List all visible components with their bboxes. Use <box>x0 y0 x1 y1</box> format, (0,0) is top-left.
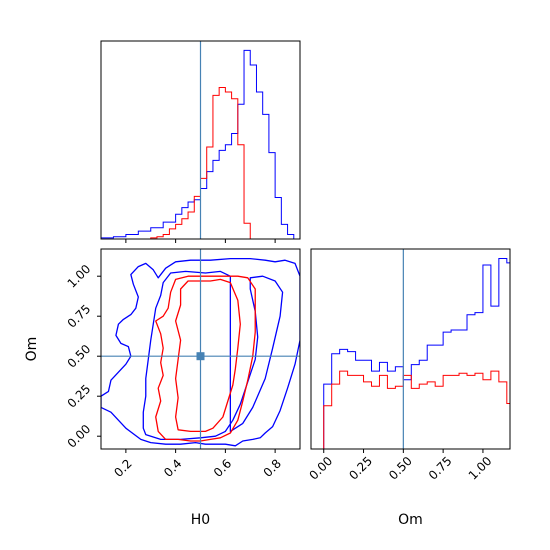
y-tick-label: 0.50 <box>65 342 94 371</box>
contour-series-0-level-1 <box>142 270 284 441</box>
y-axis-label: Om <box>24 337 40 362</box>
x-tick-label: 0.2 <box>111 456 134 479</box>
histogram-om-panel: 0.00 0.25 0.50 0.75 1.00 Om <box>307 248 511 528</box>
x-tick-label: 0.50 <box>386 454 415 483</box>
x-tick-label: 0.75 <box>426 454 455 483</box>
x-axis-label: H0 <box>191 512 210 528</box>
contour-series-1-level-1 <box>174 278 241 433</box>
histogram-om-series-0 <box>311 258 510 449</box>
axes-frame <box>100 40 301 240</box>
contour-data <box>101 257 300 447</box>
x-tick-label: 0.6 <box>211 456 234 479</box>
histogram-om-data <box>311 258 510 449</box>
contour-series-1-level-0 <box>155 275 256 442</box>
x-tick-label: 1.00 <box>466 454 495 483</box>
x-axis-label: Om <box>398 512 423 528</box>
x-tick-label: 0.25 <box>346 454 375 483</box>
truth-marker <box>196 352 205 361</box>
y-tick-label: 1.00 <box>65 262 94 291</box>
histogram-h0-panel <box>100 40 301 243</box>
y-tick-label: 0.00 <box>65 422 94 451</box>
axes-frame <box>310 248 511 450</box>
x-tick-label: 0.8 <box>261 456 284 479</box>
x-tick-label: 0.00 <box>307 454 336 483</box>
contour-series-0-level-0 <box>101 257 300 447</box>
histogram-om-series-1 <box>311 370 510 449</box>
contour-h0-om-panel: 0.2 0.4 0.6 0.8 0.00 0.25 0.50 0.75 1.00 H0 Om <box>24 248 301 528</box>
x-tick-label: 0.4 <box>161 456 184 479</box>
y-tick-label: 0.25 <box>65 382 94 411</box>
axes-frame <box>100 248 301 450</box>
y-tick-label: 0.75 <box>65 302 94 331</box>
